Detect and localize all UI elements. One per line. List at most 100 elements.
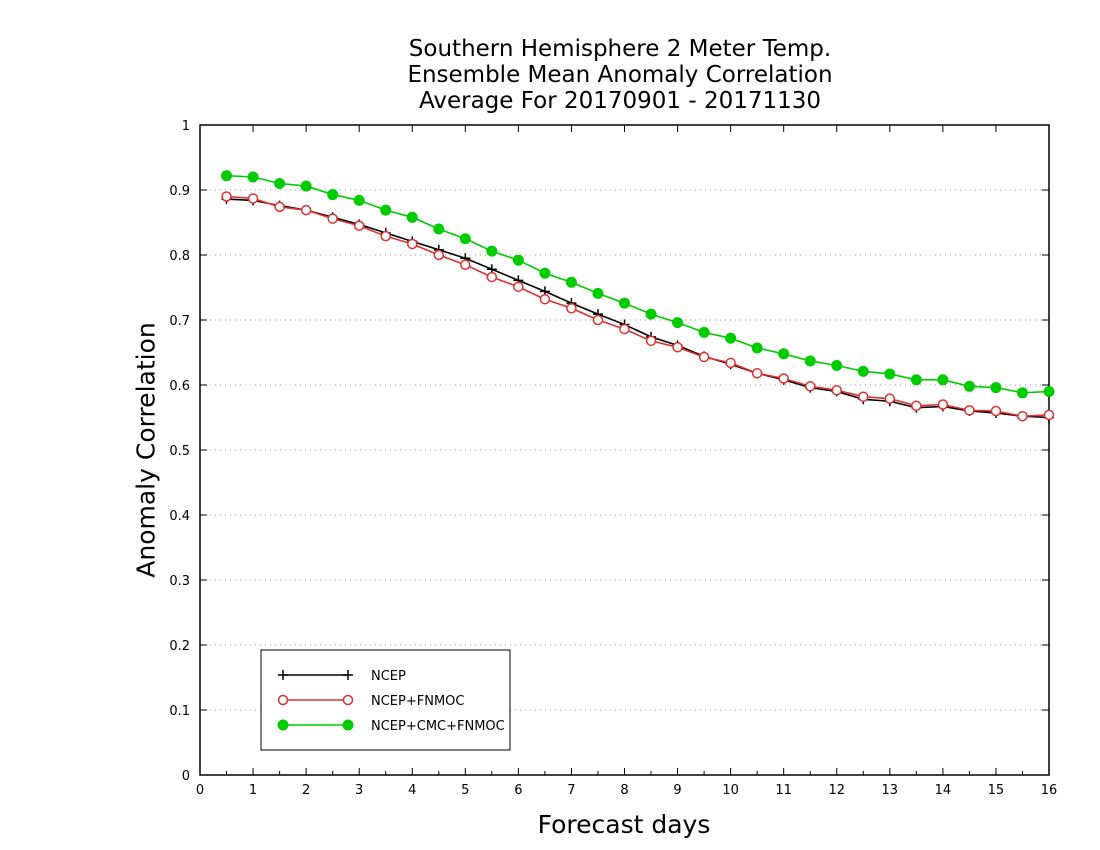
data-point-2-31	[1043, 386, 1055, 397]
chart-title-line-3: Average For 20170901 - 20171130	[418, 88, 822, 114]
chart-title: Southern Hemisphere 2 Meter Temp. Ensemb…	[320, 36, 920, 114]
data-point-2-10	[486, 245, 498, 257]
data-point-2-11	[512, 254, 524, 266]
data-point-1-20	[751, 368, 763, 379]
data-point-2-15	[619, 297, 630, 309]
data-point-1-28	[964, 405, 975, 416]
x-tick-label-2: 2	[302, 783, 310, 798]
data-point-1-10	[486, 271, 498, 283]
data-point-2-22	[804, 355, 816, 367]
data-point-2-28	[963, 380, 975, 392]
data-point-2-13	[565, 276, 577, 288]
data-point-2-7	[406, 211, 418, 223]
data-point-2-12	[539, 267, 551, 279]
y-tick-label-0: 0	[182, 769, 190, 784]
data-point-2-27	[937, 374, 949, 386]
y-tick-label-4: 0.4	[169, 509, 190, 524]
data-point-1-9	[460, 259, 471, 270]
y-tick-label-3: 0.3	[169, 574, 190, 589]
data-point-2-24	[857, 365, 869, 377]
data-point-1-11	[513, 281, 524, 293]
data-point-1-29	[990, 405, 1002, 417]
data-point-2-21	[778, 348, 790, 360]
y-tick-label-2: 0.2	[169, 639, 190, 654]
data-point-1-30	[1017, 410, 1028, 422]
data-point-2-30	[1016, 387, 1028, 399]
data-point-2-19	[725, 332, 737, 344]
x-tick-label-12: 12	[828, 783, 845, 798]
data-point-2-14	[592, 287, 604, 299]
data-point-1-26	[911, 400, 922, 412]
legend-marker-end-1	[342, 694, 354, 706]
data-point-2-17	[672, 317, 684, 329]
x-axis-label: Forecast days	[537, 810, 711, 839]
data-point-1-19	[725, 357, 736, 369]
data-point-2-1	[247, 171, 259, 183]
y-tick-label-5: 0.5	[169, 444, 190, 459]
data-point-2-20	[751, 342, 763, 354]
x-tick-label-11: 11	[775, 783, 792, 798]
data-point-1-1	[247, 193, 259, 204]
data-point-2-4	[327, 189, 339, 201]
data-point-1-0	[221, 191, 232, 202]
x-tick-label-5: 5	[461, 783, 469, 798]
data-point-2-29	[990, 382, 1002, 394]
chart-title-line-1: Southern Hemisphere 2 Meter Temp.	[408, 36, 832, 62]
data-point-1-18	[698, 351, 710, 363]
data-point-2-9	[459, 233, 471, 245]
x-tick-label-8: 8	[620, 783, 628, 798]
x-tick-label-10: 10	[722, 783, 739, 798]
data-point-1-31	[1043, 409, 1055, 421]
data-point-2-5	[353, 194, 365, 206]
data-point-1-12	[539, 293, 551, 305]
legend-marker-start-2	[277, 719, 289, 731]
data-point-2-8	[433, 223, 445, 235]
data-point-1-15	[619, 323, 630, 335]
data-point-1-23	[831, 384, 842, 396]
y-tick-label-8: 0.8	[169, 249, 190, 264]
y-tick-label-6: 0.6	[169, 379, 190, 394]
x-tick-label-13: 13	[882, 783, 899, 798]
y-tick-label-9: 0.9	[169, 184, 190, 199]
data-point-2-25	[884, 368, 896, 380]
data-point-2-16	[645, 308, 657, 320]
x-tick-label-0: 0	[196, 783, 204, 798]
data-point-2-23	[831, 360, 843, 371]
legend-marker-end-2	[342, 719, 354, 731]
data-point-1-13	[566, 303, 577, 314]
x-tick-label-6: 6	[514, 783, 522, 798]
series-line-ncep-cmc-fnmoc	[226, 174, 1050, 394]
y-tick-label-1: 0.1	[169, 704, 190, 719]
x-tick-label-14: 14	[935, 783, 952, 798]
x-tick-label-3: 3	[355, 783, 363, 798]
data-point-1-5	[353, 220, 365, 231]
data-point-2-6	[380, 204, 392, 216]
y-tick-label-7: 0.7	[169, 314, 190, 329]
data-point-2-18	[698, 326, 710, 338]
data-point-1-22	[804, 381, 816, 392]
data-point-1-7	[407, 238, 418, 250]
data-point-1-4	[327, 213, 338, 224]
x-tick-label-1: 1	[249, 783, 257, 798]
series-line-ncep-fnmoc	[226, 195, 1050, 418]
data-point-2-3	[300, 180, 312, 192]
data-point-1-17	[672, 342, 683, 353]
y-tick-label-10: 1	[182, 119, 190, 134]
data-point-1-25	[884, 393, 896, 404]
data-point-1-21	[778, 373, 789, 384]
chart-title-line-2: Ensemble Mean Anomaly Correlation	[407, 62, 833, 88]
x-tick-label-7: 7	[567, 783, 575, 798]
data-point-1-2	[274, 201, 285, 213]
data-point-2-0	[221, 170, 233, 182]
data-point-1-14	[592, 314, 604, 326]
data-point-1-27	[937, 399, 949, 410]
data-point-1-8	[433, 249, 445, 261]
data-point-1-16	[645, 335, 657, 347]
data-point-1-3	[300, 204, 312, 216]
data-point-1-24	[858, 391, 869, 402]
data-point-2-2	[274, 178, 286, 189]
x-tick-label-9: 9	[673, 783, 681, 798]
data-point-1-6	[380, 230, 391, 242]
legend-marker-start-1	[277, 694, 289, 706]
